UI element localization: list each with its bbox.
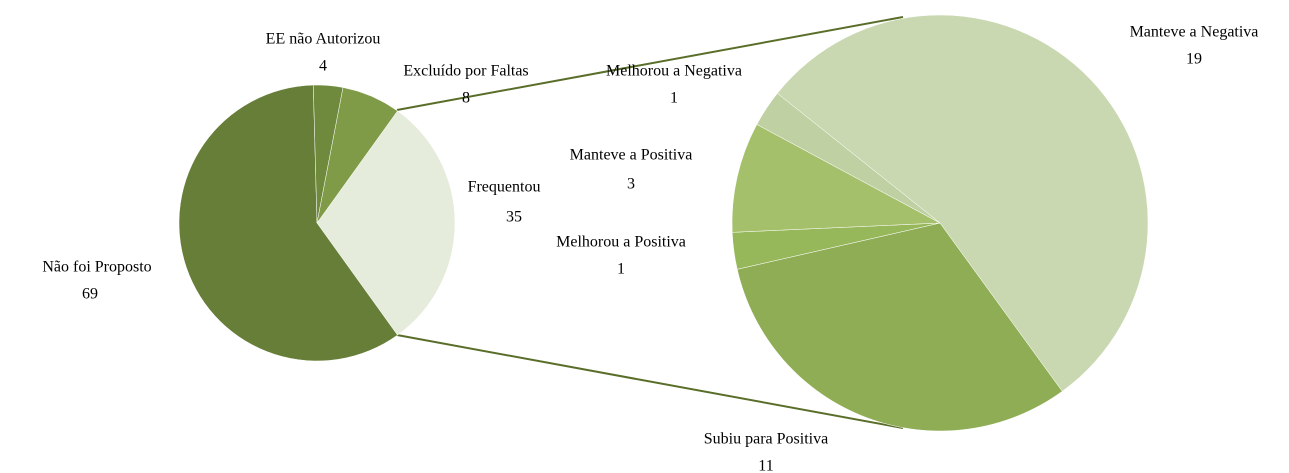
slice-label: Manteve a Positiva <box>570 147 693 164</box>
slice-label: Manteve a Negativa <box>1130 24 1259 41</box>
slice-value: 11 <box>758 458 773 473</box>
slice-label: Não foi Proposto <box>42 259 151 276</box>
slice-label: Subiu para Positiva <box>704 431 828 448</box>
slice-label: Frequentou <box>468 179 541 196</box>
slice-value: 19 <box>1186 51 1202 68</box>
slice-value: 69 <box>82 286 98 303</box>
slice-value: 3 <box>627 176 635 193</box>
pie-slice <box>316 110 456 336</box>
connector-line <box>396 16 904 111</box>
slice-label: Melhorou a Negativa <box>606 63 742 80</box>
pie-slice <box>777 14 1149 392</box>
slice-value: 1 <box>617 261 625 278</box>
pie-slice <box>316 87 398 224</box>
connector-line <box>396 334 904 429</box>
pie-slice <box>731 124 941 233</box>
slice-value: 4 <box>319 58 327 75</box>
slice-value: 1 <box>670 90 678 107</box>
pie-slice <box>736 222 1063 432</box>
slice-value: 8 <box>462 90 470 107</box>
pie-slice <box>178 84 398 362</box>
slice-label: Melhorou a Positiva <box>556 234 686 251</box>
slice-label: EE não Autorizou <box>266 31 381 48</box>
slice-label: Excluído por Faltas <box>403 63 528 80</box>
slice-value: 35 <box>506 209 522 226</box>
